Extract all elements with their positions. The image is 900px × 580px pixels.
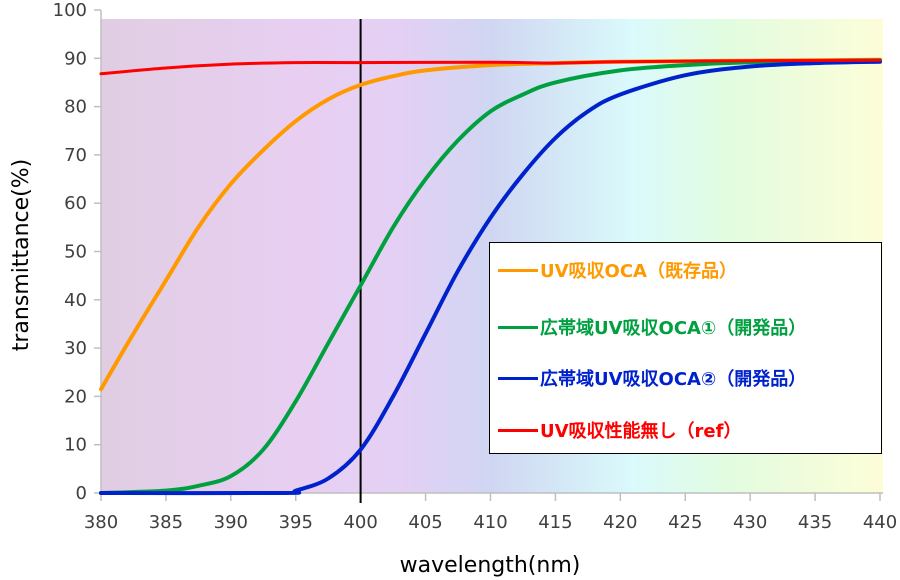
legend-label: UV吸収OCA（既存品） — [540, 261, 737, 282]
y-axis-title: transmittance(%) — [9, 159, 34, 351]
legend-swatch — [498, 325, 538, 329]
red-reference-curve — [99, 58, 882, 76]
x-axis-title: wavelength(nm) — [400, 553, 581, 578]
legend-swatch — [498, 428, 538, 432]
legend-swatch — [498, 376, 538, 380]
legend-item-broadband-oca-1: 広帯域UV吸収OCA①（開発品） — [498, 314, 806, 340]
x-tick-label: 380 — [84, 512, 118, 533]
y-tick-label: 70 — [64, 145, 87, 166]
y-tick-label: 10 — [64, 435, 87, 456]
legend-label: 広帯域UV吸収OCA①（開発品） — [540, 318, 807, 339]
legend-label: UV吸収性能無し（ref） — [540, 421, 742, 442]
legend-swatch — [498, 268, 538, 272]
y-tick-label: 90 — [64, 48, 87, 69]
x-tick-label: 395 — [279, 512, 313, 533]
x-tick-label: 430 — [733, 512, 767, 533]
y-tick-label: 0 — [76, 483, 87, 504]
y-axis: 0 10 20 30 40 50 60 70 80 90 100 — [53, 0, 102, 504]
x-tick-label: 390 — [214, 512, 248, 533]
x-tick-label: 415 — [538, 512, 572, 533]
legend-item-reference: UV吸収性能無し（ref） — [498, 417, 741, 443]
legend-item-broadband-oca-2: 広帯域UV吸収OCA②（開発品） — [498, 365, 806, 391]
x-tick-label: 425 — [668, 512, 702, 533]
y-tick-label: 30 — [64, 338, 87, 359]
x-tick-label: 405 — [408, 512, 442, 533]
x-axis: 380 385 390 395 400 405 410 415 420 425 430 435 440 — [84, 492, 897, 533]
y-tick-label: 20 — [64, 386, 87, 407]
blue-broadband-oca-2-curve — [99, 59, 882, 496]
legend-item-existing-oca: UV吸収OCA（既存品） — [498, 257, 737, 283]
legend: UV吸収OCA（既存品） 広帯域UV吸収OCA①（開発品） 広帯域UV吸収OCA… — [489, 242, 882, 454]
x-tick-label: 420 — [603, 512, 637, 533]
series-layer — [99, 57, 882, 496]
x-tick-label: 410 — [473, 512, 507, 533]
y-tick-label: 40 — [64, 290, 87, 311]
y-tick-label: 50 — [64, 242, 87, 263]
x-tick-label: 440 — [863, 512, 897, 533]
x-tick-label: 400 — [343, 512, 377, 533]
x-tick-label: 385 — [149, 512, 183, 533]
y-tick-label: 60 — [64, 193, 87, 214]
y-tick-label: 100 — [53, 0, 87, 21]
green-broadband-oca-1-curve — [99, 58, 882, 495]
x-tick-label: 435 — [798, 512, 832, 533]
y-tick-label: 80 — [64, 97, 87, 118]
legend-label: 広帯域UV吸収OCA②（開発品） — [540, 369, 807, 390]
